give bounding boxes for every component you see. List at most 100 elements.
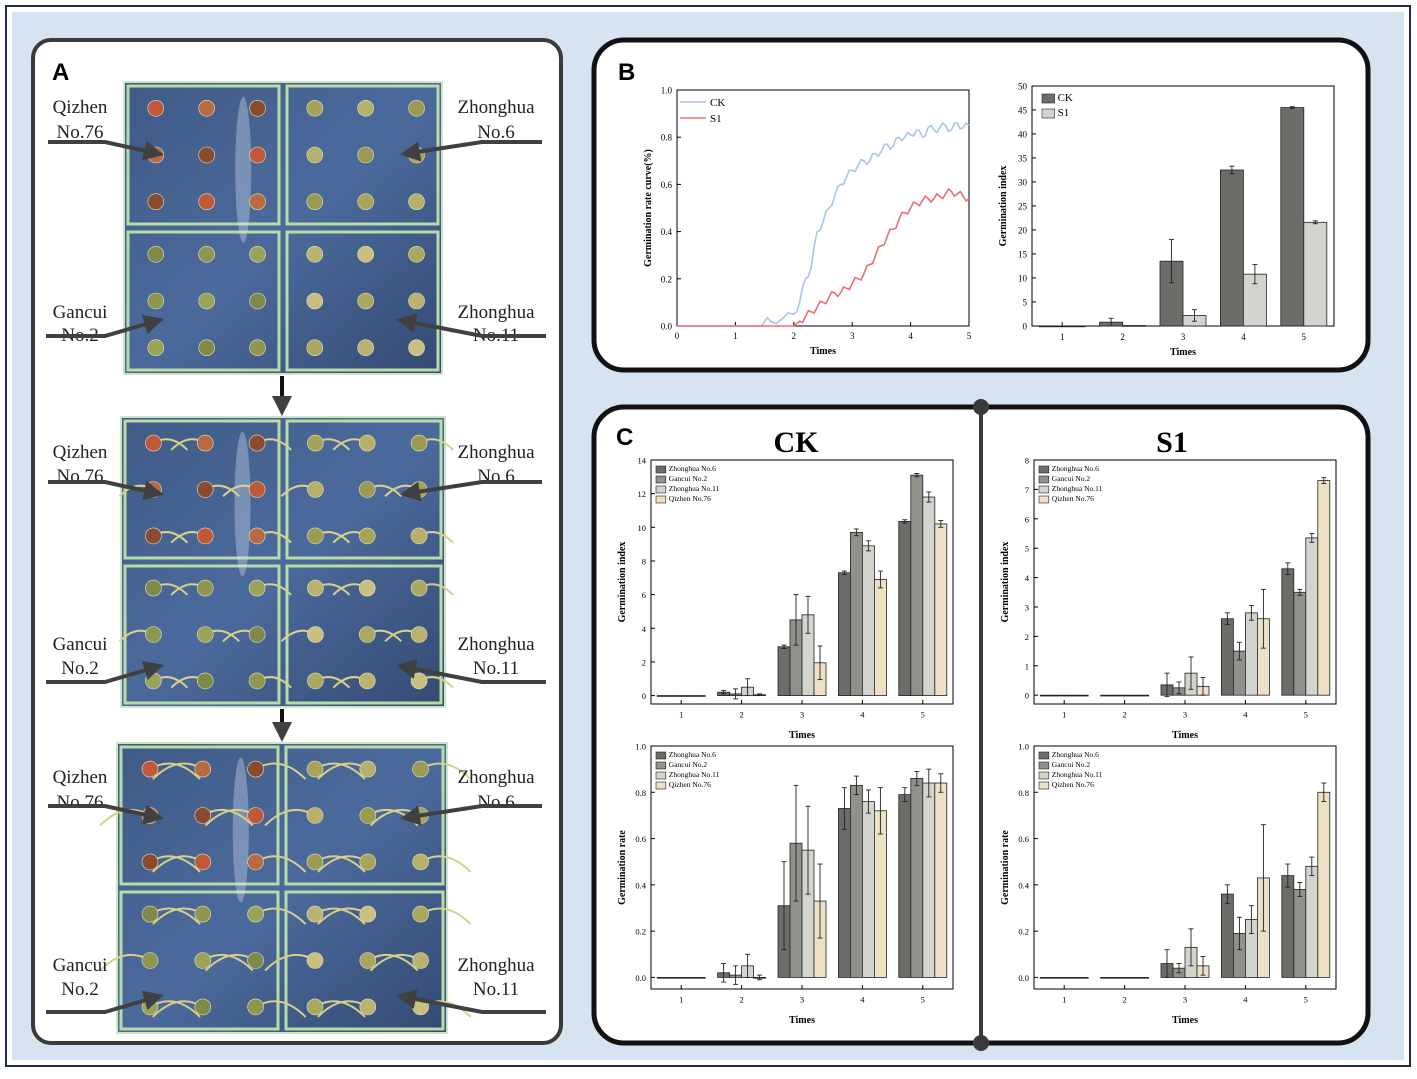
label-zhonghua-no11-line1: Zhonghua xyxy=(457,955,535,976)
legend-label: Zhonghua No.6 xyxy=(669,464,716,473)
bar-gancui-no-2 xyxy=(1112,977,1125,979)
y-tick-label: 1 xyxy=(1025,661,1029,671)
bar-zhonghua-no-6 xyxy=(1039,977,1053,979)
seed xyxy=(412,853,429,871)
label-gancui-no2-line2: No.2 xyxy=(61,658,98,679)
panel-label-b: B xyxy=(618,59,635,86)
y-tick-label: 4 xyxy=(1025,573,1030,583)
seed xyxy=(408,245,425,263)
y-tick-label: 30 xyxy=(1018,178,1028,188)
y-tick-label: 2 xyxy=(1025,632,1029,642)
y-tick-label: 50 xyxy=(1018,82,1028,92)
seed xyxy=(306,760,324,778)
legend-swatch xyxy=(1038,761,1050,770)
y-tick-label: 0.8 xyxy=(1018,788,1029,798)
x-axis-label: Times xyxy=(810,346,836,357)
seed xyxy=(358,527,376,545)
seed xyxy=(357,193,374,211)
seed xyxy=(410,434,428,452)
x-tick-label: 1 xyxy=(679,995,683,1005)
x-tick-label: 2 xyxy=(1120,332,1125,342)
bar-zhonghua-no-6 xyxy=(1100,694,1113,697)
legend-label: Zhonghua No.11 xyxy=(669,484,720,493)
seed xyxy=(196,481,214,498)
bar-s1 xyxy=(1061,325,1086,328)
y-tick-label: 0.2 xyxy=(1018,927,1029,937)
x-tick-label: 3 xyxy=(1183,995,1187,1005)
label-zhonghua-no6-line2: No.6 xyxy=(477,792,514,813)
seed xyxy=(247,760,264,778)
legend-label: CK xyxy=(1058,92,1073,104)
x-tick-label: 3 xyxy=(850,331,855,341)
seed xyxy=(358,481,376,498)
seed xyxy=(306,245,324,263)
bar-ck xyxy=(1280,107,1305,327)
x-axis-label: Times xyxy=(789,730,815,741)
x-tick-label: 4 xyxy=(1243,710,1248,720)
bar-qizhen-no-76 xyxy=(874,810,887,978)
seed xyxy=(410,579,428,597)
y-tick-label: 0 xyxy=(642,691,646,701)
arrow-right-bottom xyxy=(396,659,546,684)
seed xyxy=(357,99,374,117)
y-tick-label: 1.0 xyxy=(1018,742,1029,752)
arrow-left-bottom xyxy=(46,314,164,338)
plate-quadrant-frame xyxy=(123,419,281,560)
seed xyxy=(357,245,374,263)
legend-swatch xyxy=(1038,781,1050,790)
bar-s1 xyxy=(1303,221,1328,327)
legend-swatch xyxy=(1038,465,1050,474)
legend-swatch xyxy=(655,475,667,484)
arrow-right-top xyxy=(400,140,542,162)
bar-ck xyxy=(1038,325,1063,328)
bar-zhonghua-no-11 xyxy=(1124,977,1137,979)
legend-swatch xyxy=(1041,93,1055,104)
bar-zhonghua-no-6 xyxy=(656,695,670,697)
x-axis-label: Times xyxy=(1170,347,1196,358)
y-tick-label: 0.8 xyxy=(635,788,646,798)
y-tick-label: 3 xyxy=(1025,602,1029,612)
seed xyxy=(147,339,165,357)
bar-qizhen-no-76 xyxy=(692,695,706,697)
seed xyxy=(141,905,159,923)
plate-glare xyxy=(234,431,251,577)
seed xyxy=(247,998,264,1016)
bar-zhonghua-no-6 xyxy=(1221,618,1234,696)
bar-zhonghua-no-11 xyxy=(680,695,694,697)
label-gancui-no2-line1: Gancui xyxy=(53,634,108,655)
plate-glare xyxy=(232,757,249,903)
y-tick-label: 0.2 xyxy=(661,274,672,284)
seed xyxy=(306,998,324,1016)
x-tick-label: 4 xyxy=(908,331,913,341)
y-tick-label: 8 xyxy=(642,556,646,566)
legend-label: Gancui No.2 xyxy=(669,474,708,483)
x-axis-label: Times xyxy=(789,1015,815,1026)
y-tick-label: 0.0 xyxy=(1018,973,1029,983)
x-tick-label: 2 xyxy=(739,995,743,1005)
y-tick-label: 10 xyxy=(1018,274,1028,284)
seed xyxy=(147,99,165,117)
seed xyxy=(307,527,324,545)
seed xyxy=(194,807,212,824)
seed xyxy=(196,672,214,690)
outer-border xyxy=(5,5,1411,1067)
y-tick-label: 0 xyxy=(1023,322,1028,332)
seed xyxy=(307,672,324,690)
y-tick-label: 1.0 xyxy=(635,742,646,752)
line-series-ck xyxy=(677,121,970,327)
y-tick-label: 6 xyxy=(642,590,646,600)
y-tick-label: 0.4 xyxy=(635,880,646,890)
bar-gancui-no-2 xyxy=(668,695,682,697)
bar-zhonghua-no-6 xyxy=(1221,893,1234,978)
y-tick-label: 1.0 xyxy=(661,86,673,96)
y-tick-label: 0.4 xyxy=(1018,880,1029,890)
seed xyxy=(248,579,266,597)
legend-label: Zhonghua No.11 xyxy=(669,770,720,779)
arrow-left-top xyxy=(48,804,164,825)
seed xyxy=(248,481,266,498)
seed xyxy=(147,292,165,310)
legend-label: CK xyxy=(710,97,725,109)
x-tick-label: 2 xyxy=(1122,995,1126,1005)
